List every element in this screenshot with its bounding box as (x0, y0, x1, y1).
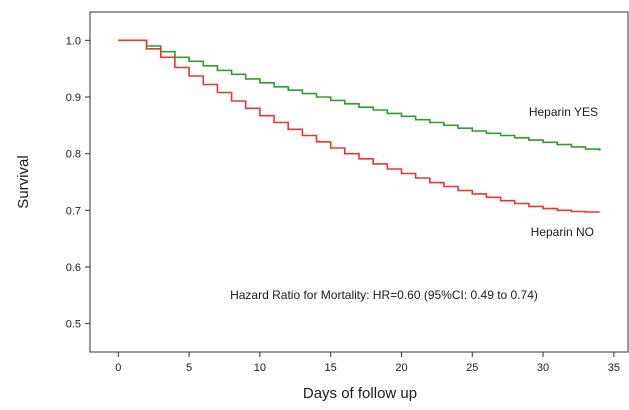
y-axis-title: Survival (15, 155, 32, 208)
x-tick-label: 35 (608, 362, 620, 374)
series-line-heparin-no (118, 39, 600, 213)
plot-frame (89, 11, 629, 353)
y-tick-label: 0.9 (66, 92, 81, 104)
x-tick-label: 10 (254, 362, 266, 374)
y-tick-label: 0.7 (66, 205, 81, 217)
series-line-heparin-yes (118, 39, 601, 151)
y-axis-ticks: 0.5 0.6 0.7 0.8 0.9 1.0 (66, 35, 90, 331)
x-tick-label: 0 (115, 362, 121, 374)
x-axis-title: Days of follow up (303, 385, 417, 402)
x-tick-label: 15 (325, 362, 337, 374)
series-layer (118, 39, 601, 213)
y-tick-label: 0.8 (66, 149, 81, 161)
x-tick-label: 30 (537, 362, 549, 374)
x-tick-label: 20 (395, 362, 407, 374)
y-tick-label: 0.5 (66, 319, 81, 331)
x-tick-label: 5 (186, 362, 192, 374)
x-axis-ticks: 0 5 10 15 20 25 30 35 (115, 352, 620, 374)
series-label-heparin-no: Heparin NO (531, 225, 594, 239)
hazard-ratio-annotation: Hazard Ratio for Mortality: HR=0.60 (95%… (230, 288, 538, 302)
series-label-heparin-yes: Heparin YES (529, 105, 598, 119)
y-tick-label: 0.6 (66, 262, 81, 274)
x-tick-label: 25 (466, 362, 478, 374)
y-tick-label: 1.0 (66, 35, 81, 47)
